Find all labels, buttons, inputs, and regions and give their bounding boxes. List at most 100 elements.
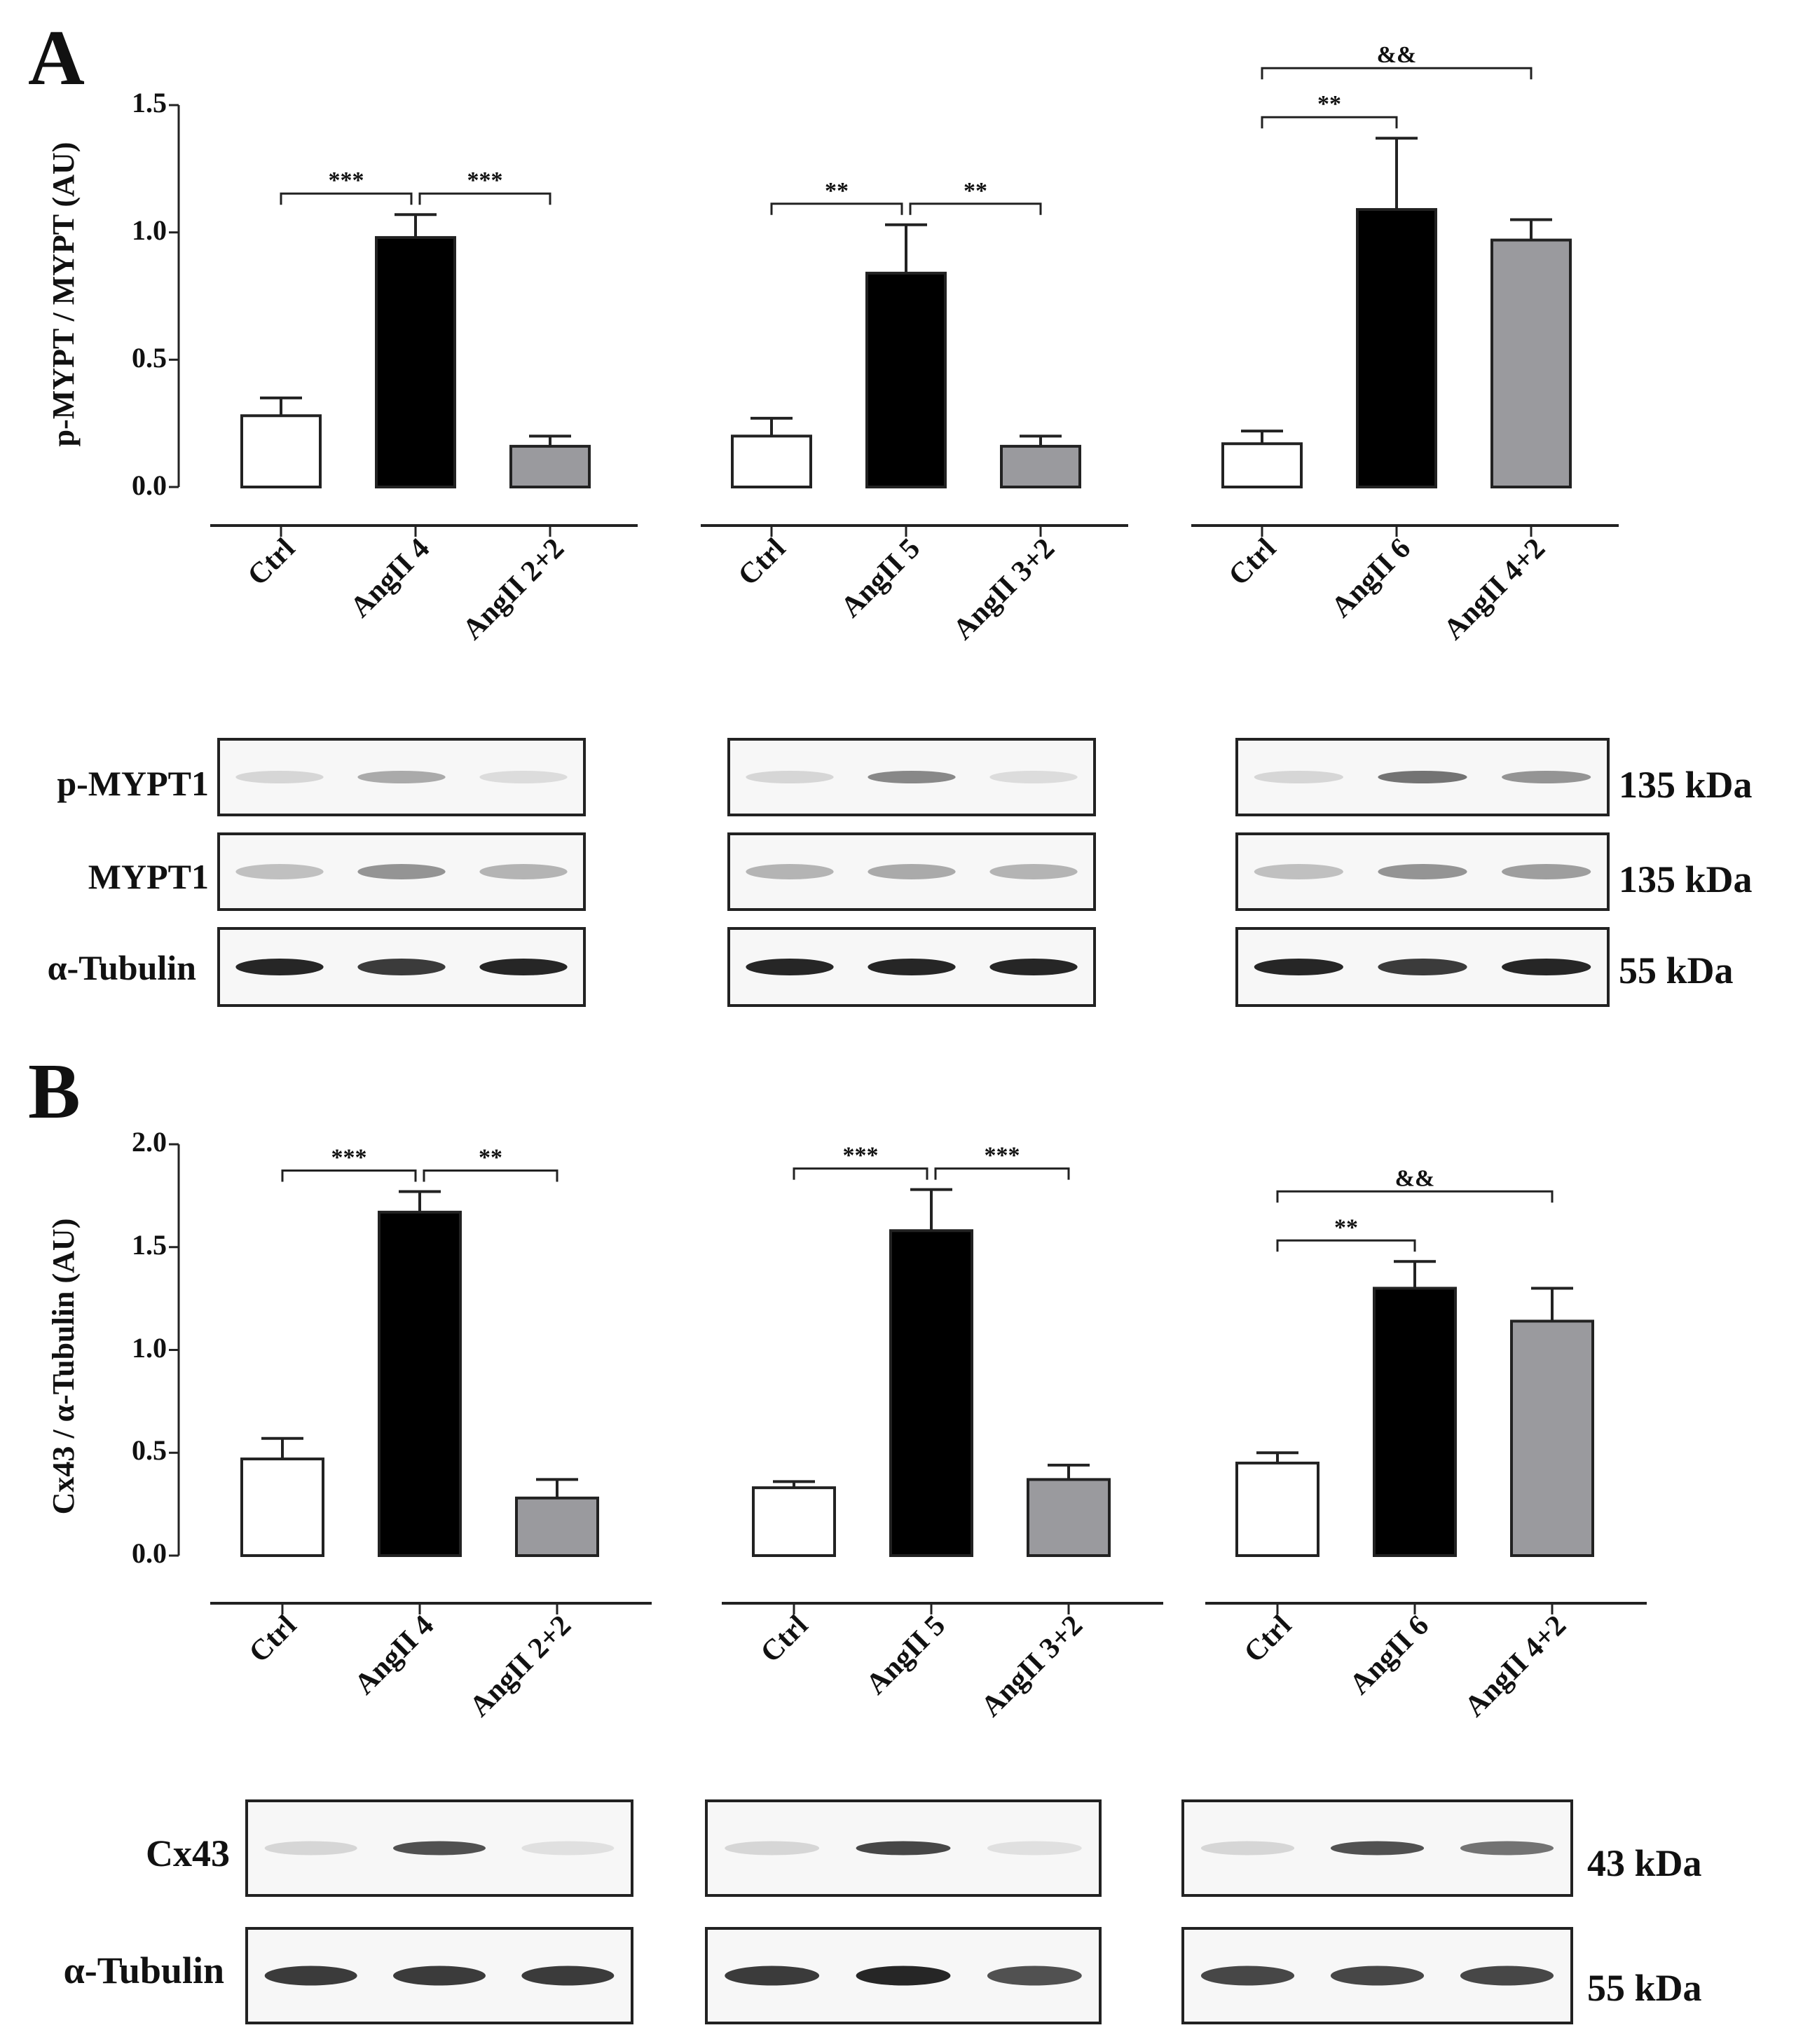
protein-band [1254,864,1343,879]
significance-label: *** [843,1143,879,1169]
protein-band [746,864,834,879]
panel-a-letter: A [28,15,85,102]
protein-band [746,771,834,783]
significance-label: ** [825,178,849,204]
protein-band [521,1966,615,1986]
protein-band [868,864,956,879]
significance-bracket [1276,1190,1554,1203]
significance-label: && [1377,42,1417,68]
blot-label: α-Tubulin [48,948,197,987]
significance-bracket [281,1170,417,1182]
blot-frame [1235,832,1610,911]
western-blot-strip [217,927,586,1007]
bar [515,1496,599,1558]
bar-group: Ctrl AngII 4 AngII 2+2 *** *** [210,167,638,646]
protein-band [725,1841,820,1856]
x-category-label: AngII 6 [1343,1610,1435,1701]
bar [1027,1478,1111,1558]
protein-band [1330,1841,1425,1856]
protein-band [393,1841,486,1856]
significance-bracket [1261,67,1533,80]
panel-b-ytick-label: 0.5 [132,1434,167,1466]
bar [1510,1319,1594,1558]
x-category-label: AngII 2+2 [464,1610,578,1724]
western-blot-strip [1181,1927,1573,2024]
protein-band [479,771,568,783]
x-category-label: AngII 4 [344,533,436,624]
blot-size-label: 55 kDa [1619,949,1734,992]
significance-bracket [770,203,903,215]
western-blot-strip [245,1927,633,2024]
blot-label: α-Tubulin [64,1949,224,1991]
chart-panel-A: Ctrl AngII 4 AngII 2+2*** ***Ctrl AngII 5 Ang… [169,42,1619,646]
protein-band [235,771,324,783]
protein-band [746,959,834,975]
panel-b-letter: B [28,1048,81,1135]
bar [1490,238,1572,488]
protein-band [1200,1966,1295,1986]
panel-a-ytick-label: 0.0 [132,469,167,501]
western-blot-strip [705,1927,1102,2024]
western-blot-strip [1235,738,1610,816]
blot-size-label: 135 kDa [1619,764,1753,806]
protein-band [1254,771,1343,783]
blot-size-label: 55 kDa [1587,1967,1702,2009]
protein-band [856,1966,951,1986]
western-blot-strip [727,832,1096,911]
x-category-label: Ctrl [755,1610,814,1669]
western-blot-strip [1181,1799,1573,1897]
x-category-label: Ctrl [1238,1610,1298,1669]
panel-a-ytick-label: 0.5 [132,342,167,373]
significance-bracket [909,203,1042,215]
protein-band [1502,771,1591,783]
protein-band [357,771,446,783]
blot-size-label: 43 kDa [1587,1842,1702,1884]
significance-label: ** [479,1145,502,1171]
protein-band [235,959,324,975]
significance-bracket [1261,116,1398,129]
western-blot-strip [1235,832,1610,911]
panel-b-ytick-label: 0.0 [132,1537,167,1569]
bar [889,1229,973,1558]
x-category-label: AngII 3+2 [975,1610,1090,1724]
protein-band [235,864,324,879]
protein-band [989,864,1078,879]
significance-label: ** [1317,91,1341,117]
x-category-label: AngII 5 [860,1610,952,1701]
bar [240,1457,324,1557]
blot-label: MYPT1 [88,857,209,896]
chart-panel-B: Ctrl AngII 4 AngII 2+2*** **Ctrl AngII 5 AngI… [169,1143,1647,1723]
bar [375,235,456,488]
protein-band [1330,1966,1425,1986]
x-category-label: Ctrl [732,533,792,592]
western-blot-strip [705,1799,1102,1897]
protein-band [1460,1966,1554,1986]
protein-band [393,1966,486,1986]
blot-size-label: 135 kDa [1619,858,1753,900]
significance-label: ** [1334,1214,1358,1240]
protein-band [1460,1841,1554,1856]
protein-band [1502,864,1591,879]
significance-label: *** [467,167,503,193]
protein-band [1200,1841,1295,1856]
significance-label: && [1395,1165,1435,1191]
protein-band [987,1841,1082,1856]
protein-band [1378,771,1467,783]
western-blot-strip [217,738,586,816]
significance-label: *** [985,1143,1020,1169]
blot-frame [727,832,1096,911]
protein-band [989,959,1078,975]
x-category-label: AngII 2+2 [457,533,571,647]
x-category-label: Ctrl [243,1610,303,1669]
western-blot-strip [217,832,586,911]
protein-band [1254,959,1343,975]
bar [865,271,947,488]
panel-a-ytick-label: 1.5 [132,87,167,118]
x-category-label: AngII 5 [835,533,926,624]
bar-group: Ctrl AngII 6 AngII 4+2 ** && [1191,42,1619,646]
significance-label: ** [964,178,987,204]
bar [1000,444,1081,488]
bar [509,444,591,488]
significance-bracket [1276,1239,1416,1252]
panel-a-ytick-label: 1.0 [132,214,167,246]
